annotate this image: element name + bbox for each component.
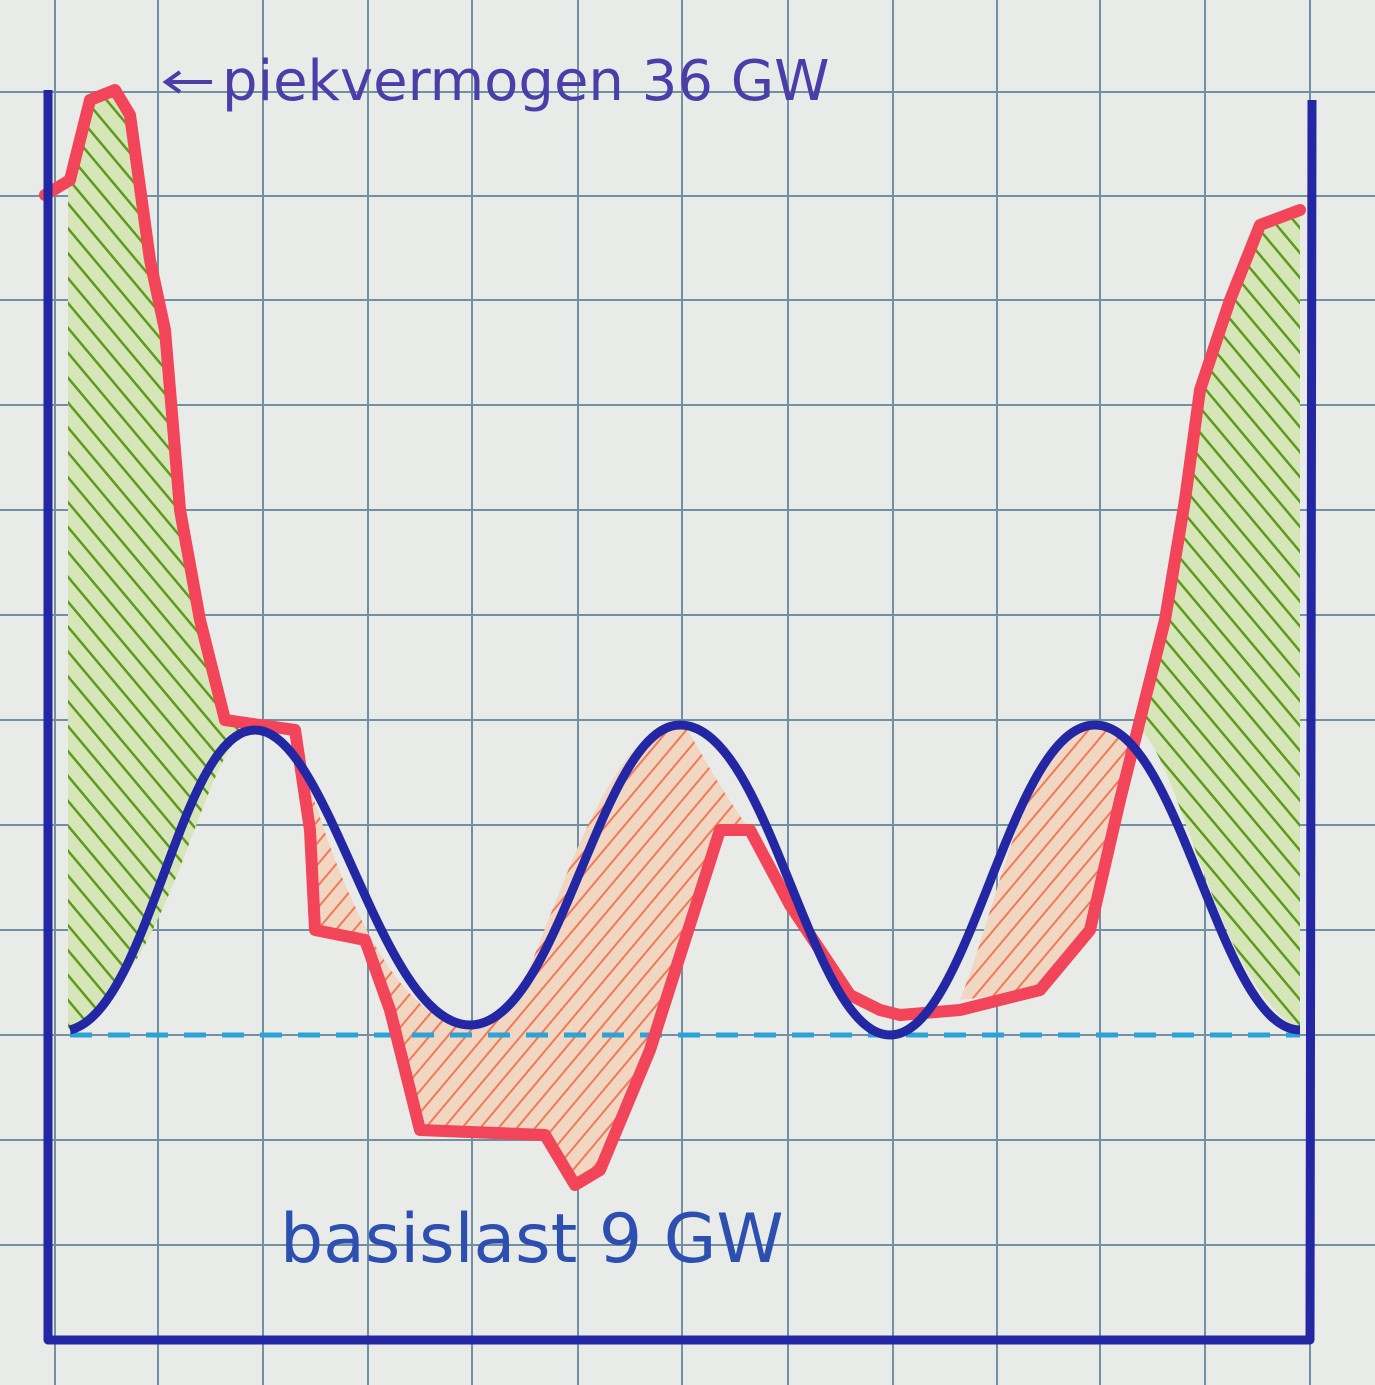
frame <box>43 90 1317 1345</box>
base-annotation: basislast 9 GW <box>280 1200 784 1279</box>
peak-annotation: piekvermogen 36 GW <box>222 49 830 114</box>
green-surplus-right <box>1140 210 1300 1030</box>
demand-curve <box>39 84 1306 1191</box>
orange-deficit-2 <box>960 725 1135 1000</box>
green-surplus-left <box>68 90 245 1030</box>
arrow <box>162 70 212 94</box>
supply-curve <box>68 720 1301 1040</box>
